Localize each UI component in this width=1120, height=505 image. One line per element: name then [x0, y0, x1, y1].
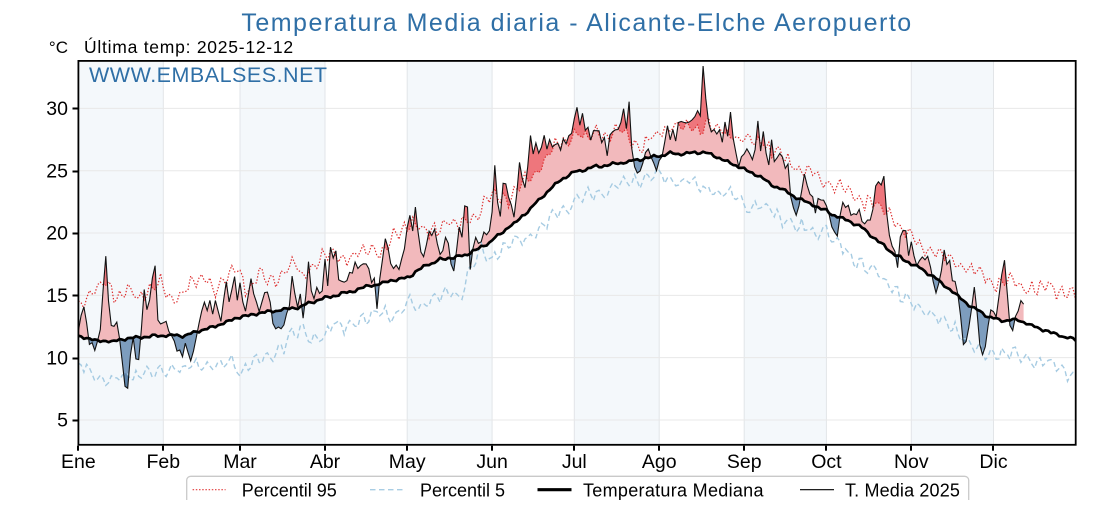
svg-text:Feb: Feb	[146, 451, 180, 473]
svg-text:Jul: Jul	[562, 451, 587, 473]
svg-text:15: 15	[46, 285, 68, 307]
svg-text:T. Media 2025: T. Media 2025	[845, 481, 960, 500]
svg-text:Percentil 5: Percentil 5	[420, 481, 505, 500]
svg-text:Última temp: 2025-12-12: Última temp: 2025-12-12	[84, 36, 294, 57]
svg-text:25: 25	[46, 160, 68, 182]
svg-text:Jun: Jun	[476, 451, 507, 473]
svg-text:Dic: Dic	[979, 451, 1007, 473]
svg-text:5: 5	[57, 410, 68, 432]
svg-text:30: 30	[46, 98, 68, 120]
svg-text:Percentil 95: Percentil 95	[242, 481, 337, 500]
svg-text:°C: °C	[49, 38, 68, 57]
svg-text:Mar: Mar	[223, 451, 257, 473]
svg-text:Temperatura Mediana: Temperatura Mediana	[583, 481, 764, 500]
svg-text:Ago: Ago	[642, 451, 677, 473]
svg-text:Abr: Abr	[310, 451, 341, 473]
svg-text:Oct: Oct	[811, 451, 842, 473]
svg-text:Temperatura Media diaria - Ali: Temperatura Media diaria - Alicante-Elch…	[241, 9, 912, 37]
svg-text:Nov: Nov	[894, 451, 929, 473]
svg-text:Sep: Sep	[727, 451, 762, 473]
svg-text:May: May	[389, 451, 426, 473]
svg-text:20: 20	[46, 223, 68, 245]
svg-text:10: 10	[46, 347, 68, 369]
svg-text:Ene: Ene	[61, 451, 96, 473]
svg-text:WWW.EMBALSES.NET: WWW.EMBALSES.NET	[89, 63, 328, 87]
